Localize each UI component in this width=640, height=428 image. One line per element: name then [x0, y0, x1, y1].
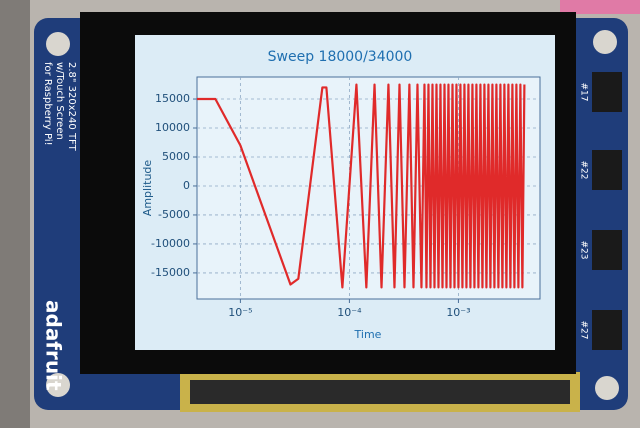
- button[interactable]: [592, 72, 622, 112]
- screw-hole: [593, 30, 617, 54]
- description: 2.8" 320x240 TFT: [66, 62, 77, 152]
- y-axis-label: Amplitude: [141, 160, 154, 217]
- screw-hole: [46, 32, 70, 56]
- description: for Raspberry Pi!: [42, 62, 53, 146]
- x-tick-label: 10⁻⁵: [228, 306, 252, 319]
- screw-hole: [46, 373, 70, 397]
- y-tick-label: 0: [183, 179, 190, 192]
- x-tick-label: 10⁻⁴: [337, 306, 362, 319]
- header-socket: [190, 380, 570, 404]
- description: w/Touch Screen: [54, 62, 65, 140]
- y-tick-label: 5000: [162, 150, 190, 163]
- button[interactable]: [592, 150, 622, 190]
- y-tick-label: 15000: [155, 92, 190, 105]
- y-tick-label: -15000: [151, 266, 190, 279]
- button[interactable]: [592, 230, 622, 270]
- cable: [560, 0, 640, 14]
- brand: adafruit: [42, 300, 66, 391]
- line: [197, 83, 526, 289]
- y-tick-label: -10000: [151, 237, 190, 250]
- y-tick-label: -5000: [158, 208, 190, 221]
- button-label: #17: [579, 83, 589, 102]
- button-label: #22: [579, 161, 589, 180]
- button[interactable]: [592, 310, 622, 350]
- button-label: #23: [579, 241, 589, 260]
- chart: Sweep 18000/34000 Time Amplitude -15000 -…: [141, 49, 540, 341]
- y-tick-label: 10000: [155, 121, 190, 134]
- button-label: #27: [579, 321, 589, 340]
- chart-title: Sweep 18000/34000: [268, 49, 413, 65]
- x-axis-label: Time: [354, 328, 382, 341]
- screw-hole: [595, 376, 619, 400]
- x-tick-label: 10⁻³: [446, 306, 470, 319]
- case-edge: [0, 0, 30, 428]
